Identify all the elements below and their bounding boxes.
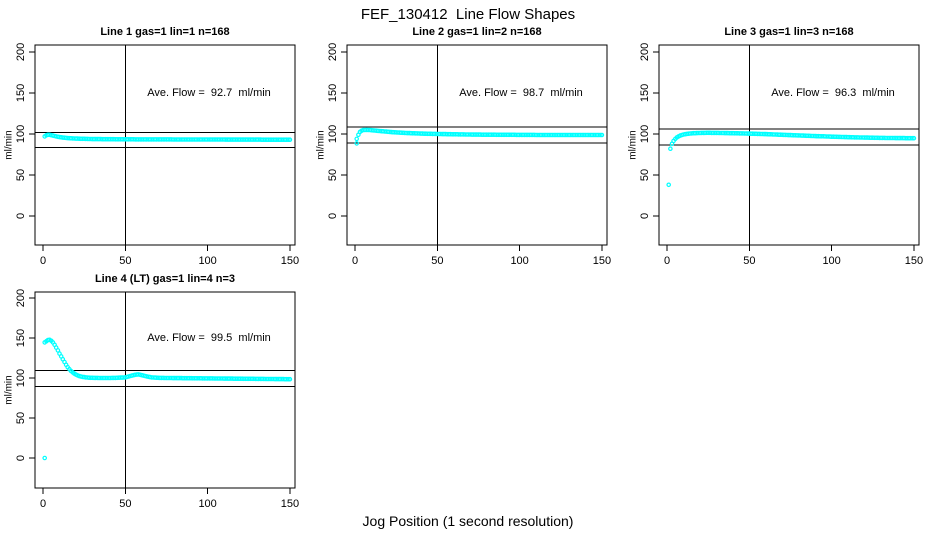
y-tick-label: 150 [639, 84, 651, 102]
x-axis: 0 50 100 150 [40, 488, 299, 510]
y-tick-label: 200 [327, 43, 339, 61]
x-tick-label: 0 [40, 255, 46, 267]
x-tick-label: 50 [431, 255, 443, 267]
x-axis: 0 50 100 150 [352, 245, 611, 267]
x-tick-label: 150 [281, 255, 299, 267]
y-tick-label: 200 [15, 289, 27, 307]
y-tick-label: 0 [327, 213, 339, 219]
panel-4-ave-flow-annotation: Ave. Flow = 99.5 ml/min [147, 332, 271, 344]
plot-box [658, 44, 920, 246]
x-tick-label: 0 [352, 255, 358, 267]
data-points [42, 132, 293, 143]
x-tick-label: 50 [119, 255, 131, 267]
y-tick-label: 100 [15, 369, 27, 387]
y-axis: 0 50 100 150 200 [639, 43, 659, 219]
panel-4-title: Line 4 (LT) gas=1 lin=4 n=3 [94, 273, 236, 285]
figure-title: FEF_130412 Line Flow Shapes [360, 6, 576, 23]
x-tick-label: 50 [119, 498, 131, 510]
y-tick-label: 200 [15, 43, 27, 61]
y-tick-label: 100 [15, 125, 27, 143]
x-tick-label: 100 [510, 255, 528, 267]
reference-lines [659, 45, 919, 245]
y-tick-label: 0 [15, 455, 27, 461]
x-tick-label: 100 [822, 255, 840, 267]
y-axis: 0 50 100 150 200 [327, 43, 347, 219]
panel-3-title: Line 3 gas=1 lin=3 n=168 [724, 26, 854, 38]
plot-box [34, 44, 296, 246]
panel-4-y-axis-label: ml/min [3, 375, 15, 405]
y-axis: 0 50 100 150 200 [15, 289, 35, 461]
panel-1-ave-flow-annotation: Ave. Flow = 92.7 ml/min [147, 87, 271, 99]
y-tick-label: 50 [15, 169, 27, 181]
y-tick-label: 150 [327, 84, 339, 102]
plot-box [34, 291, 296, 489]
y-tick-label: 150 [15, 329, 27, 347]
y-tick-label: 50 [15, 412, 27, 424]
panel-2-ave-flow-annotation: Ave. Flow = 98.7 ml/min [459, 87, 583, 99]
reference-lines [347, 45, 607, 245]
panel-3-ave-flow-annotation: Ave. Flow = 96.3 ml/min [771, 87, 895, 99]
x-tick-label: 0 [40, 498, 46, 510]
panel-2-title: Line 2 gas=1 lin=2 n=168 [412, 26, 542, 38]
x-tick-label: 0 [664, 255, 670, 267]
y-tick-label: 50 [327, 169, 339, 181]
x-tick-label: 150 [905, 255, 923, 267]
y-tick-label: 150 [15, 84, 27, 102]
y-tick-label: 200 [639, 43, 651, 61]
x-axis: 0 50 100 150 [664, 245, 923, 267]
panel-line-2-graphics: 0 50 100 150 0 50 100 150 200 [327, 43, 611, 267]
x-tick-label: 100 [198, 255, 216, 267]
y-tick-label: 100 [639, 125, 651, 143]
panel-2-y-axis-label: ml/min [315, 130, 327, 160]
data-points [42, 337, 293, 461]
reference-lines [35, 45, 295, 245]
panel-line-3-graphics: 0 50 100 150 0 50 100 150 200 [639, 43, 923, 267]
panel-line-4-graphics: 0 50 100 150 0 50 100 150 200 [15, 289, 299, 510]
y-tick-label: 0 [15, 213, 27, 219]
panel-1-y-axis-label: ml/min [3, 130, 15, 160]
panel-line-1-graphics: 0 50 100 150 0 50 100 150 200 [15, 43, 299, 267]
x-axis: 0 50 100 150 [40, 245, 299, 267]
data-points [666, 130, 917, 188]
y-tick-label: 100 [327, 125, 339, 143]
data-points [354, 127, 605, 146]
panel-1-title: Line 1 gas=1 lin=1 n=168 [100, 26, 230, 38]
y-axis: 0 50 100 150 200 [15, 43, 35, 219]
x-tick-label: 50 [743, 255, 755, 267]
panel-3-y-axis-label: ml/min [627, 130, 639, 160]
plot-box [346, 44, 608, 246]
figure-x-axis-label: Jog Position (1 second resolution) [362, 513, 574, 529]
x-tick-label: 100 [198, 498, 216, 510]
x-tick-label: 150 [281, 498, 299, 510]
y-tick-label: 0 [639, 213, 651, 219]
reference-lines [35, 292, 295, 488]
y-tick-label: 50 [639, 169, 651, 181]
x-tick-label: 150 [593, 255, 611, 267]
